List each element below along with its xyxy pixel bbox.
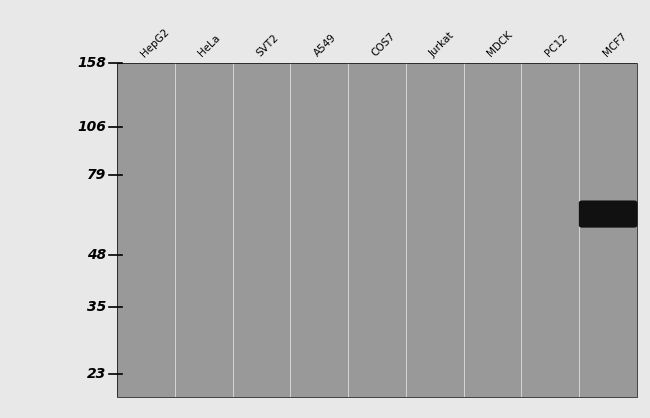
Bar (175, 63, 233, 397)
Text: 79: 79 (86, 168, 106, 182)
Text: HepG2: HepG2 (139, 26, 171, 59)
Text: 35: 35 (86, 300, 106, 314)
Bar (117, 63, 175, 397)
Text: SVT2: SVT2 (254, 33, 280, 59)
Bar (463, 63, 521, 397)
Text: 23: 23 (86, 367, 106, 382)
Bar (348, 63, 406, 397)
Bar (406, 63, 463, 397)
Bar (579, 63, 637, 397)
Text: MDCK: MDCK (486, 30, 515, 59)
FancyBboxPatch shape (579, 201, 638, 228)
Text: MCF7: MCF7 (601, 31, 629, 59)
Text: Jurkat: Jurkat (428, 30, 456, 59)
Text: COS7: COS7 (370, 31, 397, 59)
Text: 158: 158 (77, 56, 106, 70)
Text: PC12: PC12 (543, 33, 569, 59)
Bar (291, 63, 348, 397)
Text: 48: 48 (86, 248, 106, 263)
Bar (117, 63, 637, 397)
Text: 106: 106 (77, 120, 106, 134)
Bar (233, 63, 291, 397)
Text: A549: A549 (312, 32, 338, 59)
Bar (521, 63, 579, 397)
Text: HeLa: HeLa (196, 33, 222, 59)
